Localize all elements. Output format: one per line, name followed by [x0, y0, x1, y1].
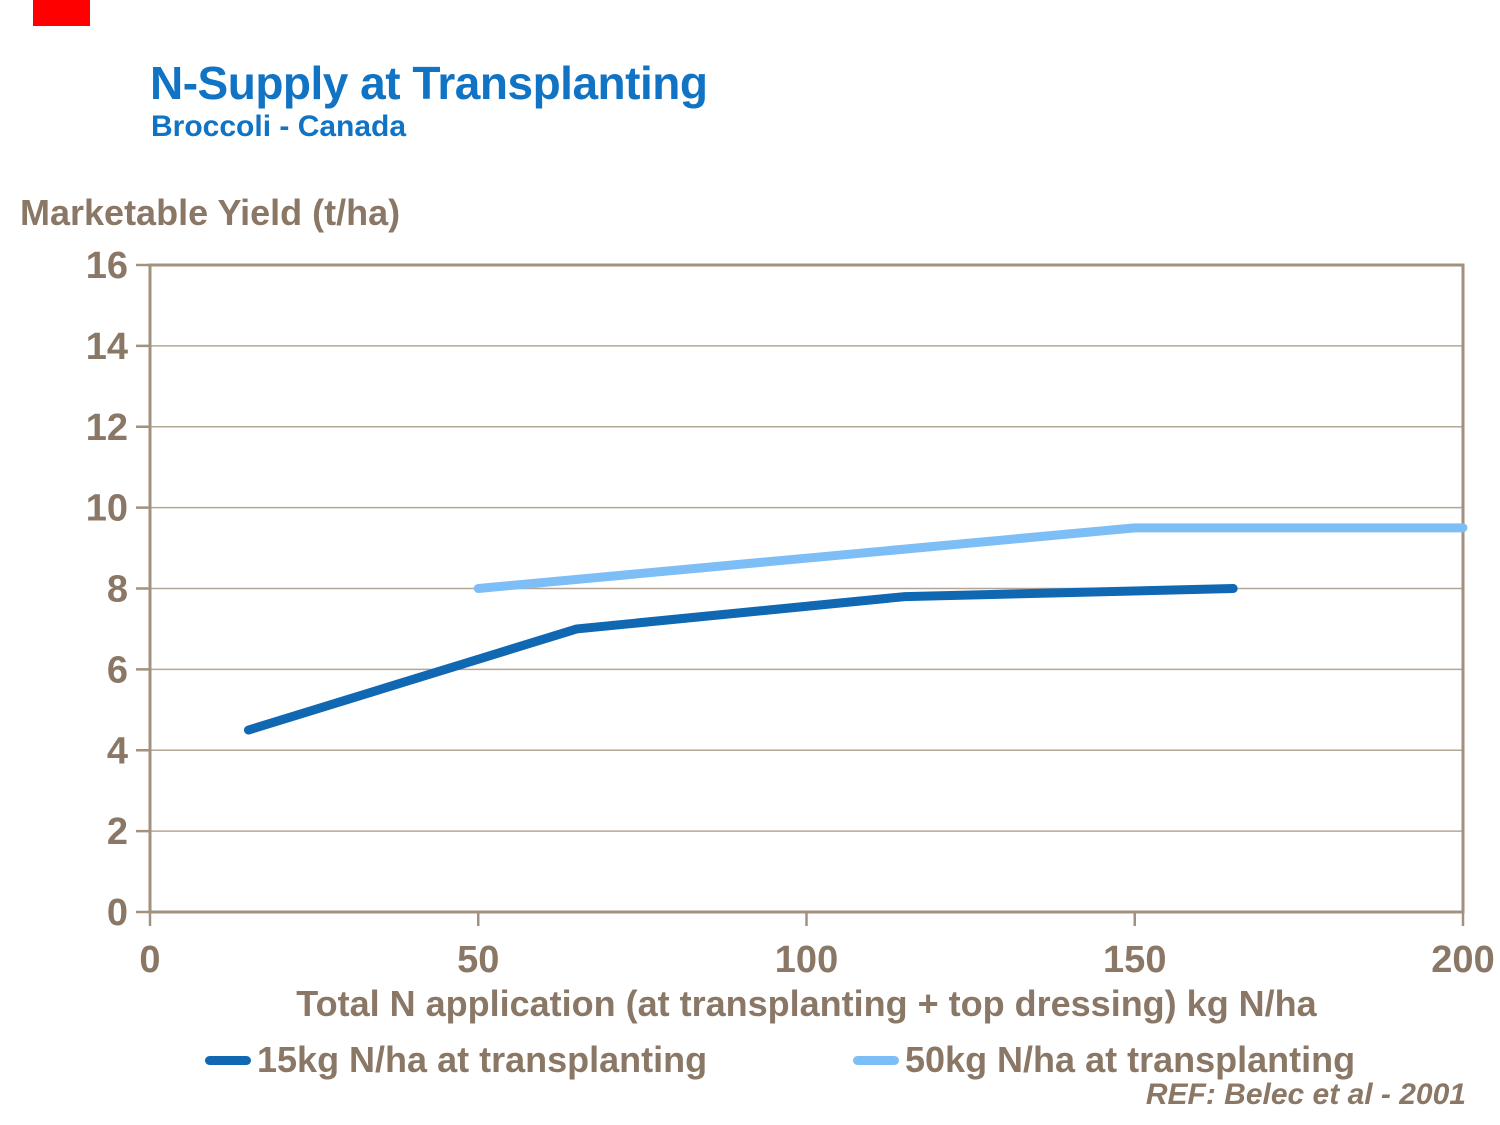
x-tick-label: 100 [775, 939, 838, 981]
y-tick-label: 8 [107, 569, 128, 611]
series-line-0 [243, 584, 1238, 735]
red-flag-decoration [33, 0, 90, 26]
x-tick-label: 0 [139, 939, 160, 981]
y-tick-label: 2 [107, 811, 128, 853]
legend-dash-50kg [853, 1055, 899, 1065]
x-tick-label: 150 [1103, 939, 1166, 981]
line-chart: 0 2 4 6 8 10 12 14 16 0 50 100 150 200 [86, 245, 1495, 981]
page-title: N-Supply at Transplanting [150, 57, 708, 109]
legend-label-50kg: 50kg N/ha at transplanting [905, 1039, 1356, 1080]
y-axis-title: Marketable Yield (t/ha) [20, 192, 401, 233]
y-tick-label: 16 [86, 245, 128, 287]
legend-item-15kg: 15kg N/ha at transplanting [205, 1037, 707, 1083]
y-tick-label: 4 [107, 730, 128, 772]
series-line-1 [473, 523, 1468, 593]
reference-citation: REF: Belec et al - 2001 [1145, 1078, 1466, 1111]
legend-dash-15kg [205, 1055, 251, 1065]
x-axis-title: Total N application (at transplanting + … [296, 983, 1317, 1024]
legend-item-50kg: 50kg N/ha at transplanting [853, 1037, 1355, 1083]
y-tick-label: 14 [86, 326, 128, 368]
x-tick-label: 200 [1431, 939, 1494, 981]
y-tick-label: 10 [86, 488, 128, 530]
y-tick-label: 6 [107, 649, 128, 691]
x-tick-label: 50 [457, 939, 499, 981]
y-tick-label: 0 [107, 892, 128, 934]
y-tick-label: 12 [86, 407, 128, 449]
legend-label-15kg: 15kg N/ha at transplanting [257, 1039, 708, 1080]
page-subtitle: Broccoli - Canada [151, 110, 407, 143]
